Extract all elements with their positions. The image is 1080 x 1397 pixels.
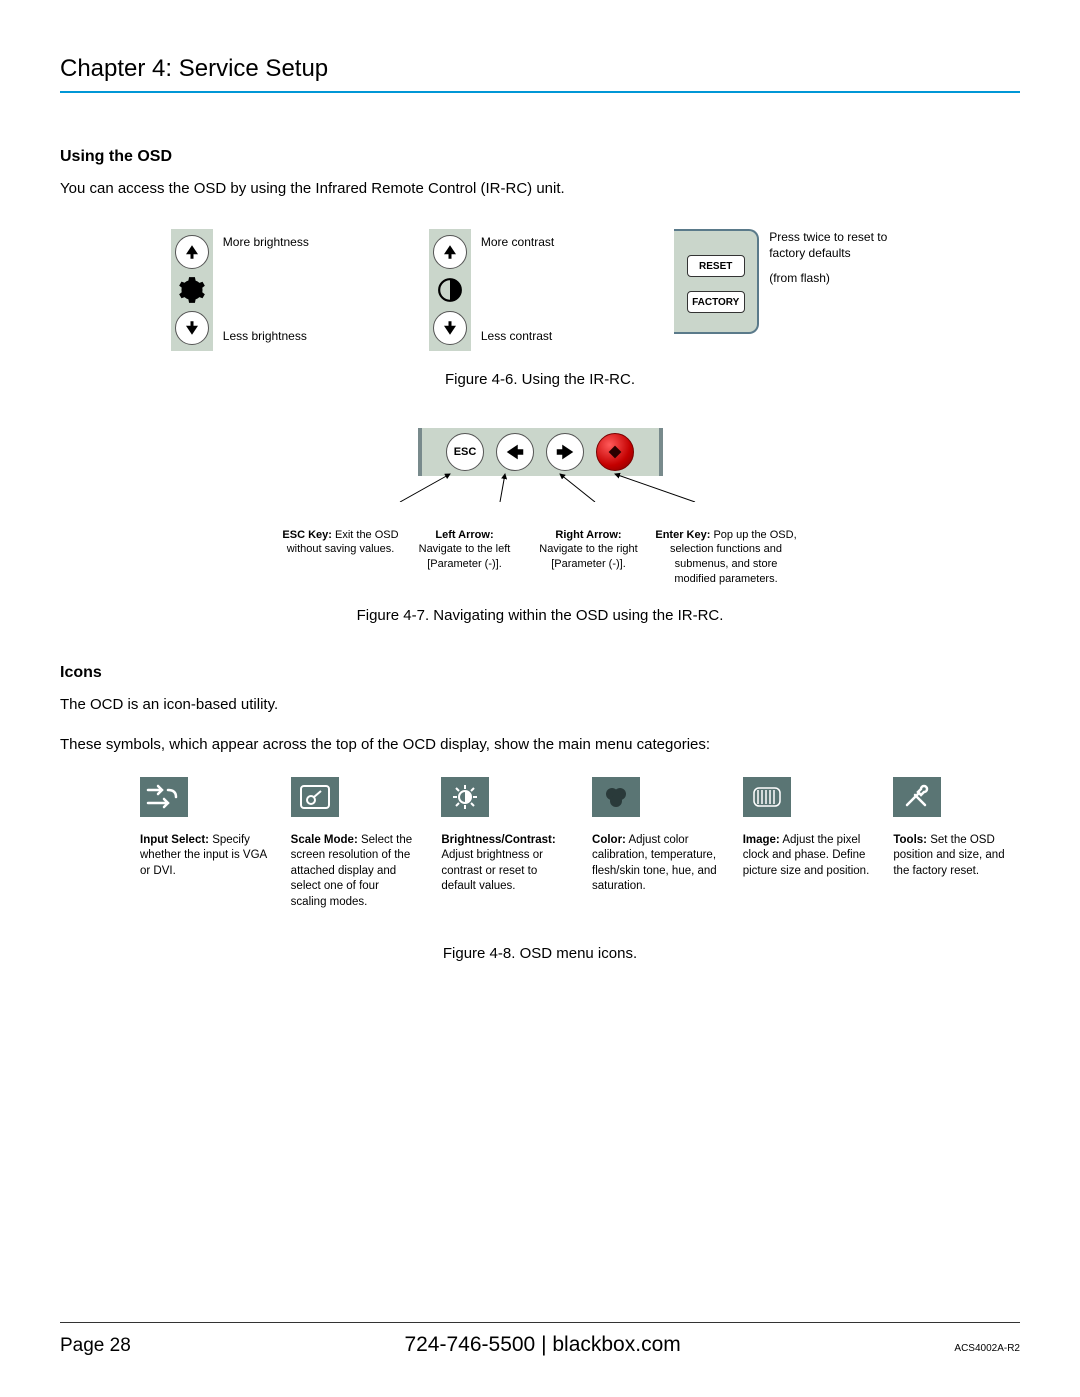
- callout-esc: ESC Key: Exit the OSD without saving val…: [282, 528, 400, 587]
- scale-mode-icon: [291, 777, 339, 817]
- brightness-button-column: [171, 229, 213, 351]
- icons-line1: The OCD is an icon-based utility.: [60, 694, 1020, 717]
- contrast-icon: [433, 273, 467, 307]
- reset-group: RESET FACTORY Press twice to reset to fa…: [674, 229, 909, 351]
- icon-color: Color: Adjust color calibration, tempera…: [592, 777, 719, 911]
- part-number: ACS4002A-R2: [954, 1343, 1020, 1354]
- enter-button: [596, 433, 634, 471]
- brightness-group: More brightness Less brightness: [171, 229, 309, 351]
- figure-4-7-caption: Figure 4-7. Navigating within the OSD us…: [60, 607, 1020, 624]
- icon-grid: Input Select: Specify whether the input …: [140, 777, 1020, 911]
- footer-contact: 724-746-5500 | blackbox.com: [404, 1333, 680, 1357]
- esc-button: ESC: [446, 433, 484, 471]
- icons-heading: Icons: [60, 664, 1020, 682]
- icons-section: Icons The OCD is an icon-based utility. …: [60, 664, 1020, 963]
- contrast-button-column: [429, 229, 471, 351]
- less-contrast-label: Less contrast: [481, 329, 554, 343]
- image-icon: [743, 777, 791, 817]
- contrast-up-button: [433, 235, 467, 269]
- reset-desc-line2: (from flash): [769, 270, 909, 287]
- figure-4-8-caption: Figure 4-8. OSD menu icons.: [60, 945, 1020, 962]
- factory-button: FACTORY: [687, 291, 745, 313]
- reset-desc-line1: Press twice to reset to factory defaults: [769, 229, 909, 263]
- more-brightness-label: More brightness: [223, 235, 309, 249]
- color-icon: [592, 777, 640, 817]
- brightness-down-button: [175, 311, 209, 345]
- callout-arrows: [300, 472, 780, 502]
- contrast-down-button: [433, 311, 467, 345]
- tools-icon: [893, 777, 941, 817]
- more-contrast-label: More contrast: [481, 235, 554, 249]
- brightness-contrast-icon: [441, 777, 489, 817]
- icon-scale-mode: Scale Mode: Select the screen resolution…: [291, 777, 418, 911]
- figure-4-6: More brightness Less brightness More con…: [60, 229, 1020, 351]
- icons-line2: These symbols, which appear across the t…: [60, 734, 1020, 757]
- right-arrow-button: [546, 433, 584, 471]
- brightness-up-button: [175, 235, 209, 269]
- figure-4-6-caption: Figure 4-6. Using the IR-RC.: [60, 371, 1020, 388]
- osd-heading: Using the OSD: [60, 148, 1020, 166]
- callout-row: ESC Key: Exit the OSD without saving val…: [282, 528, 799, 587]
- brightness-gear-icon: [175, 273, 209, 307]
- callout-left: Left Arrow:Navigate to the left [Paramet…: [406, 528, 524, 587]
- nav-bar: ESC: [418, 428, 663, 476]
- icon-brightness-contrast: Brightness/Contrast: Adjust brightness o…: [441, 777, 568, 911]
- callout-enter: Enter Key: Pop up the OSD, selection fun…: [654, 528, 799, 587]
- page-number: Page 28: [60, 1335, 131, 1357]
- osd-intro: You can access the OSD by using the Infr…: [60, 178, 1020, 201]
- icon-tools: Tools: Set the OSD position and size, an…: [893, 777, 1020, 911]
- icon-image: Image: Adjust the pixel clock and phase.…: [743, 777, 870, 911]
- reset-box: RESET FACTORY: [674, 229, 759, 334]
- less-brightness-label: Less brightness: [223, 329, 309, 343]
- page-footer: Page 28 724-746-5500 | blackbox.com ACS4…: [60, 1322, 1020, 1357]
- figure-4-7: ESC ESC Key: Exit the OSD without saving…: [60, 428, 1020, 587]
- chapter-title: Chapter 4: Service Setup: [60, 55, 1020, 93]
- left-arrow-button: [496, 433, 534, 471]
- contrast-group: More contrast Less contrast: [429, 229, 554, 351]
- callout-right: Right Arrow:Navigate to the right [Param…: [530, 528, 648, 587]
- reset-button: RESET: [687, 255, 745, 277]
- input-select-icon: [140, 777, 188, 817]
- icon-input-select: Input Select: Specify whether the input …: [140, 777, 267, 911]
